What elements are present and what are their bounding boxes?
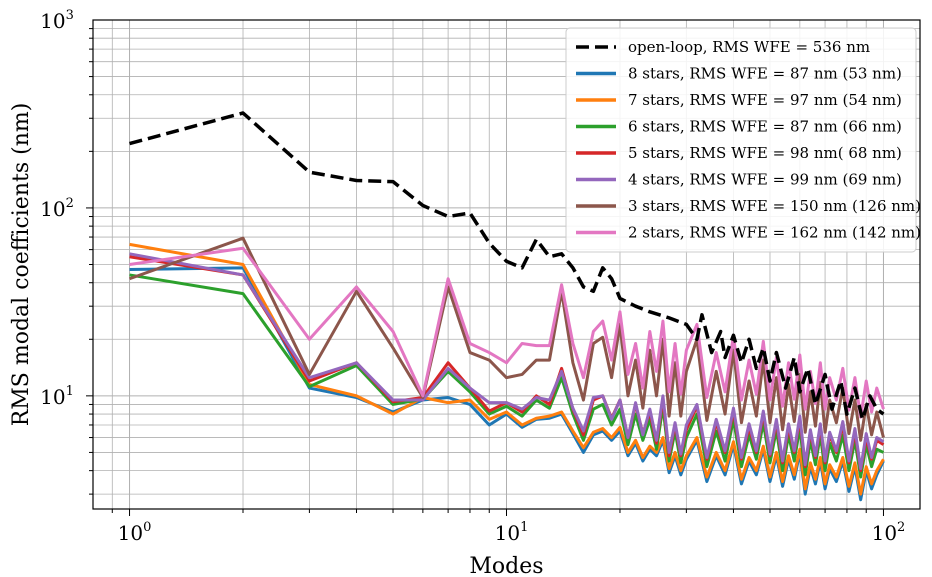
series-line [129,236,885,442]
y-tick-label: 102 [40,196,74,221]
x-axis-label: Modes [469,554,543,577]
series-line [129,273,885,479]
legend-entry: 7 stars, RMS WFE = 97 nm (54 nm) [628,91,902,109]
series-line [129,246,885,419]
legend-entry: 2 stars, RMS WFE = 162 nm (142 nm) [628,224,921,242]
y-axis-label: RMS modal coefficients (nm) [9,103,34,427]
series-lines [129,111,885,502]
series-line [129,266,885,502]
axis-ticks: 100 101 102 101 102 103 [40,8,905,545]
y-tick-label: 103 [40,8,74,33]
legend-entry: 3 stars, RMS WFE = 150 nm (126 nm) [628,197,921,215]
series-line [129,252,885,471]
x-tick-label: 101 [495,520,529,545]
legend-entry: 5 stars, RMS WFE = 98 nm( 68 nm) [628,144,902,162]
legend-entry: 4 stars, RMS WFE = 99 nm (69 nm) [628,171,902,189]
y-tick-label: 101 [40,384,74,409]
x-tick-label: 102 [872,520,906,545]
legend-box [565,27,917,253]
x-tick-label: 100 [118,520,152,545]
legend: open-loop, RMS WFE = 536 nm 8 stars, RMS … [565,27,921,253]
legend-entry: 6 stars, RMS WFE = 87 nm (66 nm) [628,118,902,136]
legend-entry: open-loop, RMS WFE = 536 nm [628,38,870,56]
series-line [129,242,885,496]
series-line [129,111,885,422]
legend-entry: 8 stars, RMS WFE = 87 nm (53 nm) [628,65,902,83]
